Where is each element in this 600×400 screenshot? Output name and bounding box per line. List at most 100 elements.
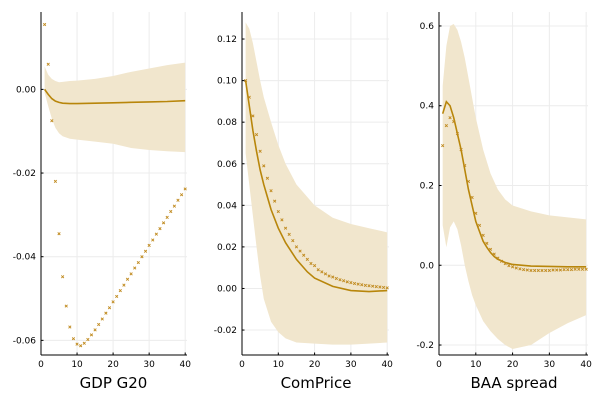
baa-spread-marker-point <box>459 147 463 152</box>
gdp-g20-marker-point <box>172 204 177 208</box>
baa-spread-marker-point <box>540 268 544 273</box>
gdp-g20-marker-point <box>100 317 104 321</box>
comprice-x-tick-label: 30 <box>345 360 357 370</box>
baa-spread-marker-point <box>481 233 485 237</box>
baa-spread-x-tick-label: 10 <box>470 360 482 370</box>
comprice-marker-point <box>363 283 368 287</box>
gdp-g20-marker-point <box>86 337 90 342</box>
baa-spread-y-tick-label: 0.6 <box>420 22 435 32</box>
gdp-g20-marker-point <box>158 227 162 231</box>
comprice-marker-point <box>291 239 295 243</box>
gdp-g20-y-tick-label: -0.06 <box>13 336 37 346</box>
comprice-marker-point <box>309 261 313 266</box>
comprice-response-line <box>244 80 388 293</box>
gdp-g20-marker-point <box>93 328 97 332</box>
gdp-g20-marker-point <box>53 179 58 184</box>
gdp-g20-marker-point <box>147 243 151 248</box>
baa-spread-marker-point <box>573 267 577 271</box>
comprice-x-tick-label: 10 <box>273 360 285 370</box>
baa-spread-marker-point <box>492 252 496 256</box>
baa-spread-marker-point <box>503 262 507 266</box>
baa-spread-marker-point <box>562 268 566 272</box>
gdp-g20-marker-point <box>143 249 148 253</box>
gdp-g20-marker-point <box>118 288 122 293</box>
gdp-g20-marker-point <box>136 260 140 265</box>
comprice-y-tick-label: 0.10 <box>217 77 237 87</box>
comprice-marker-point <box>247 95 251 99</box>
comprice-marker-point <box>269 189 273 193</box>
gdp-g20-marker-point <box>125 277 130 281</box>
gdp-g20-marker-point <box>42 22 47 27</box>
comprice-marker-point <box>254 133 259 137</box>
comprice-marker-point <box>280 218 284 222</box>
baa-spread-x-axis-title: BAA spread <box>470 374 557 392</box>
baa-spread-x-tick-label: 40 <box>580 360 592 370</box>
baa-spread-marker-point <box>452 120 456 124</box>
gdp-g20-x-tick-label: 0 <box>38 360 44 370</box>
baa-spread-marker-point <box>555 268 559 272</box>
baa-spread-marker-point <box>566 268 570 272</box>
comprice-y-tick-label: 0.08 <box>217 118 237 128</box>
baa-spread-marker-point <box>474 211 478 216</box>
baa-spread-marker-point <box>466 179 471 184</box>
gdp-g20-x-tick-label: 40 <box>179 360 191 370</box>
gdp-g20-x-axis-title: GDP G20 <box>80 374 148 392</box>
comprice-y-tick-label: 0.02 <box>217 243 237 253</box>
gdp-g20-response-line <box>43 88 186 105</box>
baa-spread-marker-point <box>444 124 448 128</box>
comprice-y-tick-label: 0.00 <box>217 284 237 294</box>
baa-spread-marker-point <box>580 267 585 271</box>
baa-spread-y-tick-label: 0.0 <box>420 261 435 271</box>
comprice-marker-point <box>287 232 291 237</box>
comprice-marker-point <box>273 199 277 203</box>
panel-comprice: 0 10 20 30 40 -0.02 0.00 0.02 0.04 0.06 0.08 0.10 0.… <box>214 12 393 392</box>
gdp-g20-marker-point <box>97 322 101 327</box>
baa-spread-marker-point <box>507 264 511 268</box>
gdp-g20-confidence-band <box>44 62 186 153</box>
gdp-g20-marker-point <box>129 272 133 276</box>
comprice-marker-point <box>265 176 270 180</box>
gdp-g20-marker-point <box>68 325 72 329</box>
gdp-g20-marker-point <box>169 209 173 214</box>
baa-spread-marker-point <box>499 259 504 263</box>
baa-spread-marker-point <box>544 268 548 273</box>
baa-spread-marker-point <box>529 268 533 273</box>
gdp-g20-marker-point <box>115 294 119 299</box>
baa-spread-y-tick-label: 0.2 <box>420 181 434 191</box>
comprice-marker-point <box>374 284 378 289</box>
gdp-g20-marker-point <box>61 275 65 279</box>
comprice-marker-point <box>312 263 317 268</box>
comprice-x-axis-title: ComPrice <box>281 374 352 392</box>
baa-spread-marker-point <box>448 116 452 120</box>
comprice-marker-point <box>294 245 299 249</box>
baa-spread-marker-point <box>518 267 522 271</box>
comprice-marker-point <box>298 249 302 253</box>
gdp-g20-plot-area: 0 10 20 30 40 -0.06 -0.04 -0.02 0.00 <box>13 12 191 370</box>
comprice-marker-point <box>352 281 357 286</box>
baa-spread-marker-point <box>477 223 482 227</box>
gdp-g20-x-tick-label: 10 <box>71 360 83 370</box>
baa-spread-marker-point <box>577 267 581 271</box>
comprice-marker-point <box>320 270 324 274</box>
gdp-g20-y-tick-label: -0.04 <box>13 253 37 263</box>
baa-spread-marker-point <box>485 241 489 245</box>
gdp-g20-marker-point <box>107 306 112 310</box>
comprice-y-tick-label: 0.12 <box>217 35 237 45</box>
comprice-marker-point <box>367 284 371 288</box>
baa-spread-marker-point <box>584 267 588 271</box>
comprice-marker-point <box>244 78 248 83</box>
baa-spread-marker-point <box>547 268 551 273</box>
comprice-marker-point <box>338 278 342 282</box>
gdp-g20-marker-point <box>79 344 83 348</box>
baa-spread-marker-point <box>514 266 518 270</box>
gdp-g20-marker-point <box>151 238 155 242</box>
baa-spread-marker-point <box>441 143 445 148</box>
baa-spread-marker-point <box>496 256 500 260</box>
gdp-g20-y-tick-label: -0.02 <box>13 169 36 179</box>
comprice-marker-point <box>381 285 386 290</box>
baa-spread-marker-point <box>525 268 529 272</box>
gdp-g20-x-tick-label: 30 <box>143 360 155 370</box>
gdp-g20-marker-point <box>165 215 169 220</box>
comprice-marker-point <box>251 114 255 118</box>
baa-spread-marker-point <box>488 247 493 251</box>
